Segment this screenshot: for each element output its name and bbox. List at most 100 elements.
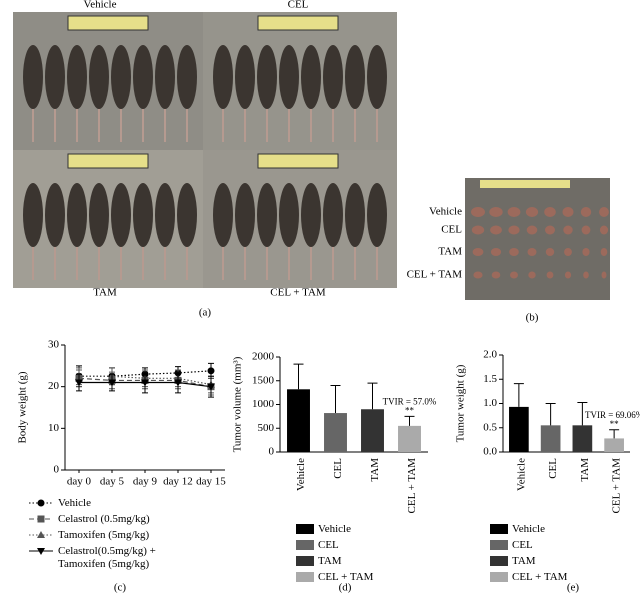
bar — [361, 409, 384, 452]
panel-label: (a) — [199, 307, 212, 319]
legend-label: Celastrol(0.5mg/kg) + Tamoxifen (5mg/kg) — [58, 545, 156, 570]
legend-swatch — [296, 540, 314, 550]
legend-swatch — [29, 499, 53, 507]
mouse — [257, 183, 277, 247]
x-tick-label: TAM — [369, 458, 381, 482]
tumor — [472, 248, 484, 256]
ruler — [257, 15, 339, 31]
tumor — [564, 248, 572, 256]
marker — [75, 379, 83, 387]
group-label: CEL + TAM — [270, 287, 326, 299]
tumor — [601, 271, 607, 279]
y-axis-label: Tumor weight (g) — [455, 364, 467, 442]
series — [75, 371, 215, 398]
tumor — [525, 207, 539, 217]
row-label: TAM — [438, 246, 462, 258]
y-tick-label: 0.0 — [483, 446, 497, 458]
tumor — [580, 207, 592, 217]
tumor — [507, 207, 521, 217]
tumor — [563, 225, 573, 235]
bar — [398, 425, 421, 452]
mouse — [323, 45, 343, 109]
legend-entry: CEL — [296, 539, 406, 552]
legend-label: CEL — [512, 539, 533, 551]
group-label: CEL — [288, 0, 309, 11]
tumor — [471, 207, 485, 217]
mouse — [323, 183, 343, 247]
error-bar — [330, 385, 341, 414]
error-bar — [545, 403, 556, 426]
mouse — [89, 45, 109, 109]
ruler — [67, 15, 149, 31]
mouse — [213, 183, 233, 247]
tumor — [471, 225, 485, 235]
tumor — [491, 271, 501, 279]
mouse — [213, 45, 233, 109]
y-tick-label: 1.0 — [483, 397, 497, 409]
legend-entry: TAM — [296, 555, 406, 568]
legend-entry: Vehicle — [296, 523, 406, 536]
mouse — [133, 45, 153, 109]
legend-swatch — [490, 572, 508, 582]
row-label: Vehicle — [429, 206, 462, 218]
tumor — [526, 225, 538, 235]
tumor — [546, 271, 554, 279]
tumor — [581, 225, 591, 235]
bar — [287, 389, 310, 452]
x-tick-label: TAM — [579, 458, 591, 482]
legend: Vehicle Celastrol (0.5mg/kg) Tamoxifen (5m… — [28, 497, 178, 574]
legend-entry: Celastrol (0.5mg/kg) — [28, 513, 178, 526]
legend-label: Vehicle — [318, 523, 351, 535]
legend-label: TAM — [318, 555, 342, 567]
error-bar — [367, 382, 378, 410]
tumor — [490, 248, 502, 256]
panel-label: (e) — [567, 582, 580, 594]
marker — [207, 383, 215, 391]
mouse — [367, 183, 387, 247]
y-axis-label: Tumor volume (mm³) — [232, 356, 244, 452]
y-tick-label: 2.0 — [483, 349, 497, 361]
legend-label: CEL + TAM — [512, 571, 568, 583]
marker — [37, 515, 45, 523]
y-tick-label: 2000 — [252, 351, 275, 363]
tumor — [562, 207, 574, 217]
tumor — [528, 271, 536, 279]
mouse — [345, 45, 365, 109]
legend-swatch — [296, 524, 314, 534]
mouse — [177, 183, 197, 247]
legend-entry: CEL + TAM — [296, 571, 406, 584]
error-bar — [609, 429, 620, 439]
x-tick-label: Vehicle — [515, 458, 527, 491]
tumor — [600, 248, 608, 256]
legend-entry: Tamoxifen (5mg/kg) — [28, 529, 178, 542]
row-label: CEL + TAM — [407, 269, 463, 281]
error-bar — [293, 363, 304, 390]
x-tick-label: CEL — [547, 458, 559, 479]
tumor — [510, 271, 518, 279]
legend-label: TAM — [512, 555, 536, 567]
mouse — [367, 45, 387, 109]
tumor — [490, 225, 502, 235]
legend-entry: CEL + TAM — [490, 571, 600, 584]
panel-label: (d) — [339, 582, 352, 594]
legend: Vehicle CEL TAM CEL + TAM — [296, 523, 406, 587]
legend-entry: TAM — [490, 555, 600, 568]
y-tick-label: 0 — [54, 464, 60, 476]
ruler — [257, 153, 339, 169]
legend: Vehicle CEL TAM CEL + TAM — [490, 523, 600, 587]
legend-swatch — [490, 556, 508, 566]
tumor — [489, 207, 503, 217]
mouse — [301, 45, 321, 109]
mouse — [89, 183, 109, 247]
line — [79, 375, 212, 386]
x-tick-label: Vehicle — [295, 458, 307, 491]
tumor — [599, 207, 609, 217]
annotation: ** — [405, 405, 415, 415]
marker — [207, 367, 215, 375]
bar — [509, 406, 529, 452]
legend-swatch — [296, 572, 314, 582]
x-tick-label: day 15 — [196, 476, 226, 488]
bar — [324, 413, 347, 452]
tumor — [545, 225, 555, 235]
